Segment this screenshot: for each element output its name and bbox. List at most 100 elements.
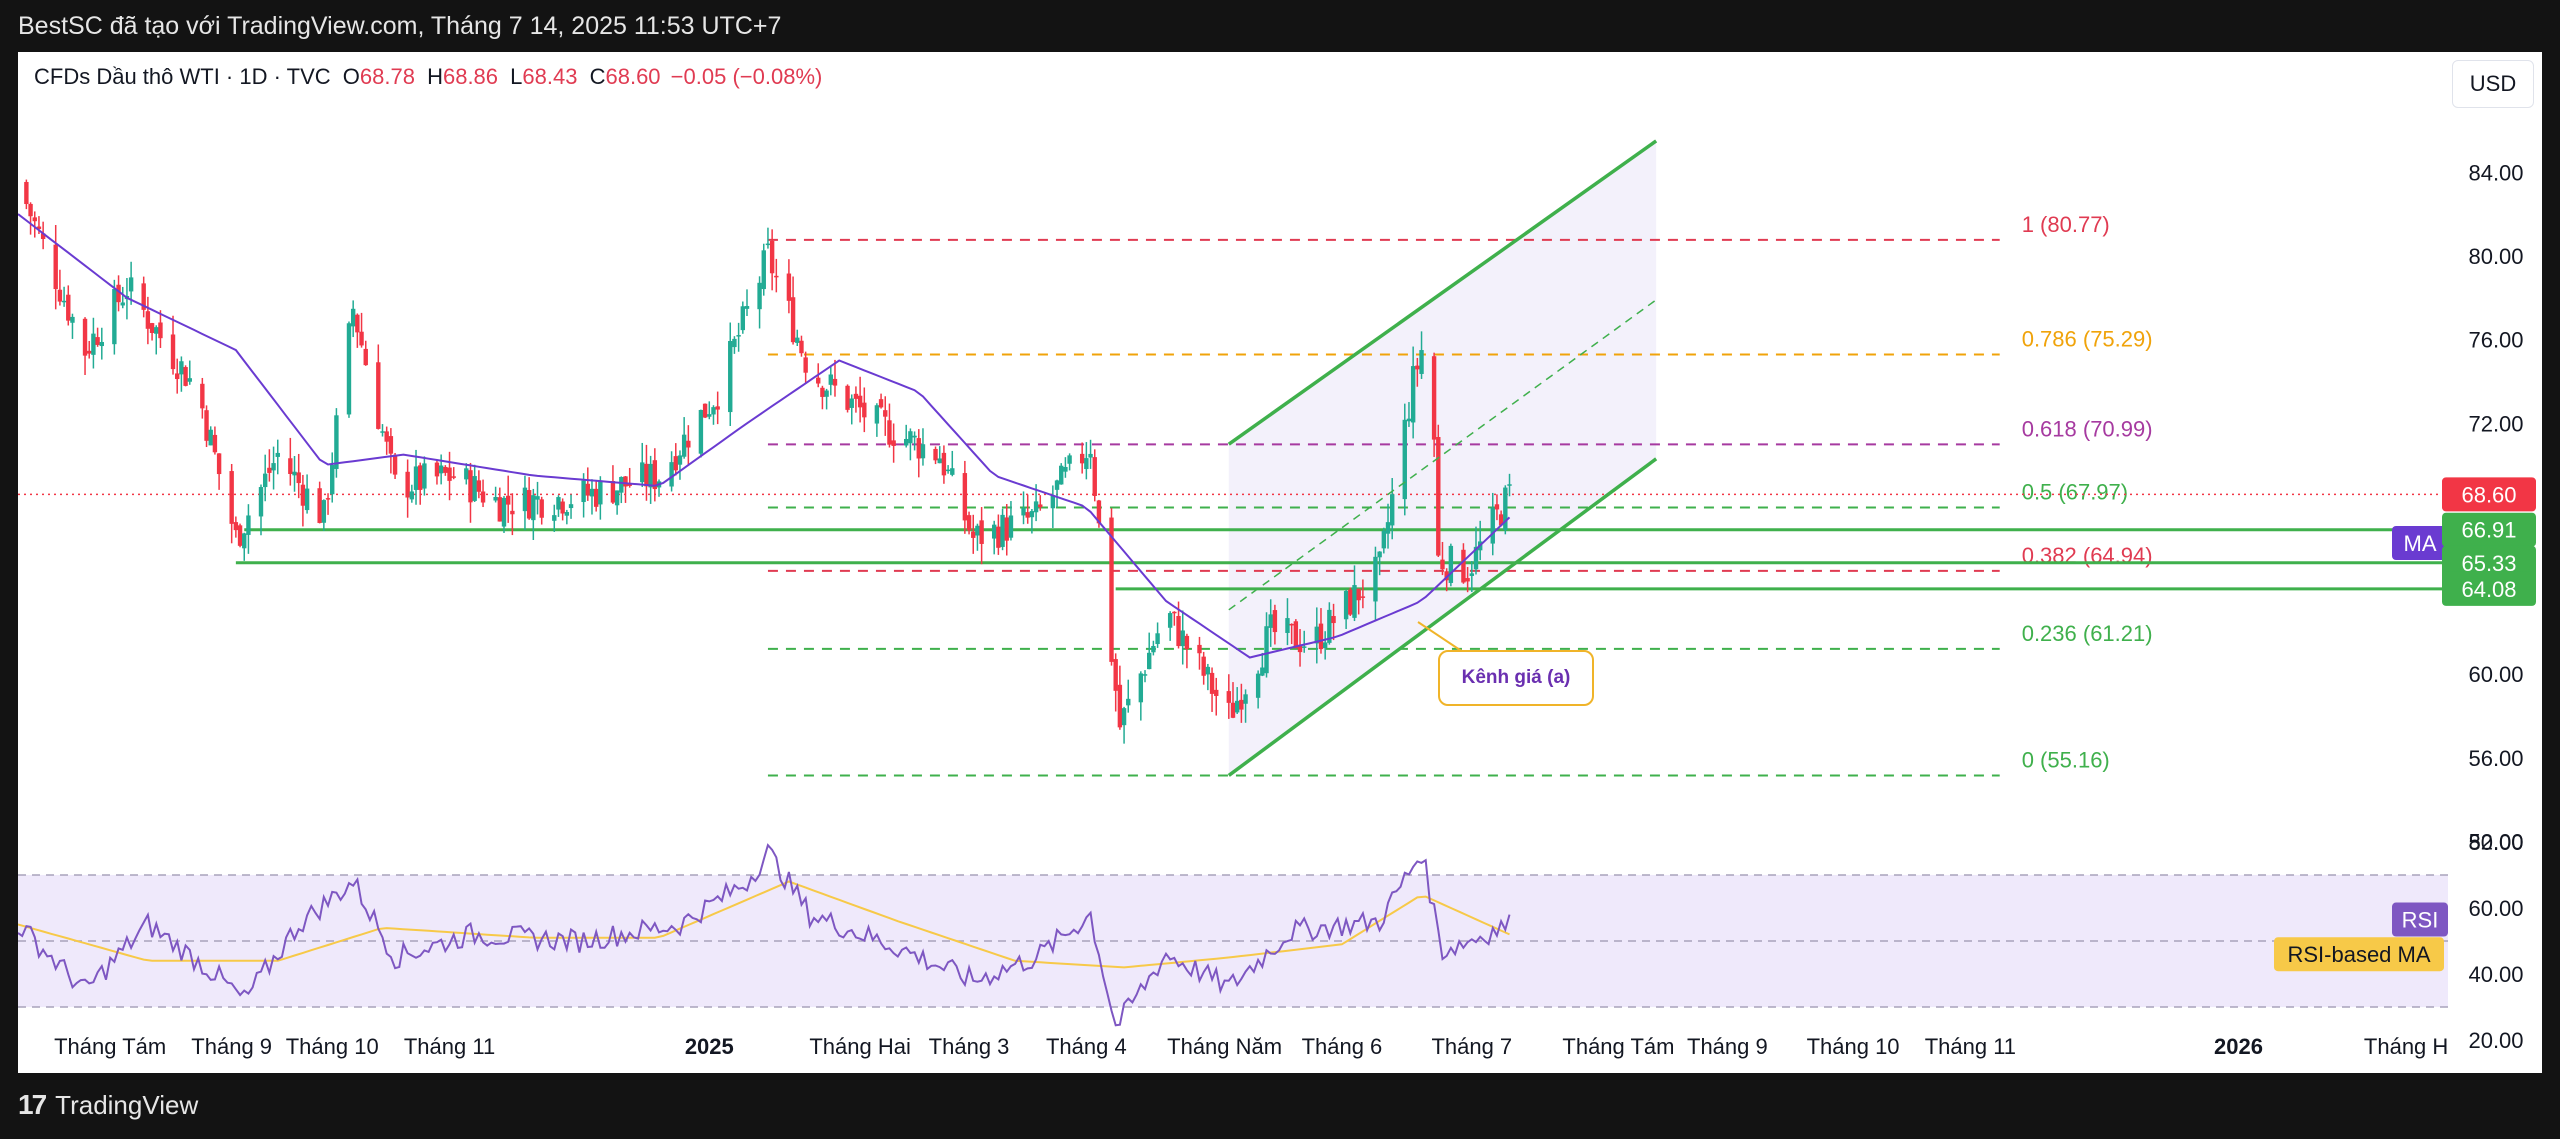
time-axis-tick: Tháng 11 xyxy=(404,1034,495,1059)
candle-body xyxy=(292,471,297,476)
candle-body xyxy=(204,410,209,441)
candle-body xyxy=(229,471,234,524)
candle-body xyxy=(116,284,121,303)
candle-body xyxy=(438,465,444,474)
channel-lower-line xyxy=(1227,457,1658,777)
candle-body xyxy=(434,462,440,477)
candle-body xyxy=(652,460,658,490)
tradingview-logo[interactable]: 17 TradingView xyxy=(18,1089,198,1121)
candle-body xyxy=(552,515,557,521)
candle-body xyxy=(1059,465,1064,485)
candle-body xyxy=(1356,588,1361,601)
rsi-ma-badge-label: RSI-based MA xyxy=(2287,942,2430,967)
candle-body xyxy=(962,473,968,521)
candle-body xyxy=(539,499,544,518)
candle-body xyxy=(304,488,310,511)
candle-body xyxy=(468,470,473,503)
close-value: 68.60 xyxy=(605,64,661,89)
candle-body xyxy=(1239,699,1244,710)
candle-body xyxy=(975,525,980,536)
candle-body xyxy=(1029,511,1035,518)
candle-body xyxy=(1343,590,1349,620)
candle-body xyxy=(296,472,301,484)
currency-button[interactable]: USD xyxy=(2452,60,2534,108)
time-axis-tick: 2026 xyxy=(2214,1034,2263,1059)
price-channel-label[interactable]: Kênh giá (a) xyxy=(1438,650,1594,706)
fib-level-label: 1 (80.77) xyxy=(2022,212,2110,237)
rsi-line xyxy=(18,843,1511,1027)
candle-body xyxy=(598,480,603,505)
candle-body xyxy=(1302,646,1307,648)
rsi-axis-tick: 80.00 xyxy=(2468,830,2523,855)
support-level-badge-label: 64.08 xyxy=(2461,577,2516,602)
candle-body xyxy=(845,385,850,410)
candle-body xyxy=(711,407,716,415)
rsi-axis-tick: 40.00 xyxy=(2468,962,2523,987)
candle-body xyxy=(505,495,511,505)
candle-body xyxy=(996,526,1001,548)
candle-body xyxy=(1406,418,1412,422)
time-axis-tick: Tháng Hai xyxy=(809,1034,911,1059)
candle-body xyxy=(698,409,704,454)
candle-body xyxy=(681,434,687,457)
candle-body xyxy=(1021,508,1026,516)
candle-body xyxy=(317,488,322,523)
support-level-badge-label: 66.91 xyxy=(2461,518,2516,543)
candle-body xyxy=(1004,517,1009,541)
candle-body xyxy=(443,466,448,473)
candle-body xyxy=(233,522,239,531)
candle-body xyxy=(325,498,331,500)
rsi-band xyxy=(18,874,2448,1008)
candle-body xyxy=(40,233,46,240)
candle-body xyxy=(740,306,746,331)
candle-body xyxy=(350,308,356,327)
candle-body xyxy=(820,387,825,397)
candle-body xyxy=(158,322,163,339)
candle-body xyxy=(1272,610,1278,633)
time-axis-tick: Tháng Tám xyxy=(54,1034,166,1059)
candle-body xyxy=(862,402,867,418)
candle-body xyxy=(715,406,720,410)
candle-body xyxy=(288,458,293,474)
candle-body xyxy=(82,318,88,356)
candle-body xyxy=(644,463,649,487)
candle-body xyxy=(937,458,942,464)
candle-body xyxy=(1264,626,1269,674)
candle-body xyxy=(1067,455,1072,464)
chart-panel[interactable]: 1 (80.77) 0.786 (75.29) 0.618 (70.99) 0.5 (… xyxy=(18,52,2542,1073)
symbol-name[interactable]: CFDs Dầu thô WTI · 1D · TVC xyxy=(34,64,331,89)
candle-body xyxy=(589,488,595,497)
candle-body xyxy=(1184,635,1190,649)
support-level-badge xyxy=(2442,512,2536,547)
candle-body xyxy=(728,340,733,413)
candle-body xyxy=(1180,630,1185,647)
candle-body xyxy=(774,275,779,278)
candle-body xyxy=(1209,672,1215,694)
candle-body xyxy=(1473,546,1479,570)
rsi-axis-tick: 60.00 xyxy=(2468,896,2523,921)
candle-body xyxy=(1402,419,1407,500)
candle-body xyxy=(686,440,691,448)
candle-body xyxy=(1360,596,1366,598)
candle-body xyxy=(242,533,247,549)
candle-body xyxy=(258,487,264,517)
candle-body xyxy=(1268,614,1273,628)
rsi-badge xyxy=(2392,902,2448,937)
candle-body xyxy=(1234,700,1240,713)
candle-body xyxy=(1088,453,1093,458)
candle-body xyxy=(1226,691,1232,703)
time-axis-tick: Tháng 10 xyxy=(1807,1034,1900,1059)
change-value: −0.05 (−0.08%) xyxy=(670,64,823,89)
price-axis-tick: 76.00 xyxy=(2468,328,2523,353)
candle-body xyxy=(816,377,821,384)
candle-body xyxy=(99,341,104,347)
candle-body xyxy=(803,357,808,373)
candle-body xyxy=(790,297,796,343)
candle-body xyxy=(966,515,972,531)
candle-body xyxy=(904,438,909,446)
candle-body xyxy=(1289,623,1294,626)
candle-body xyxy=(1494,504,1500,510)
candle-body xyxy=(1461,549,1466,583)
chart-canvas[interactable]: 1 (80.77) 0.786 (75.29) 0.618 (70.99) 0.5 (… xyxy=(18,52,2542,1073)
open-key: O xyxy=(342,64,360,89)
